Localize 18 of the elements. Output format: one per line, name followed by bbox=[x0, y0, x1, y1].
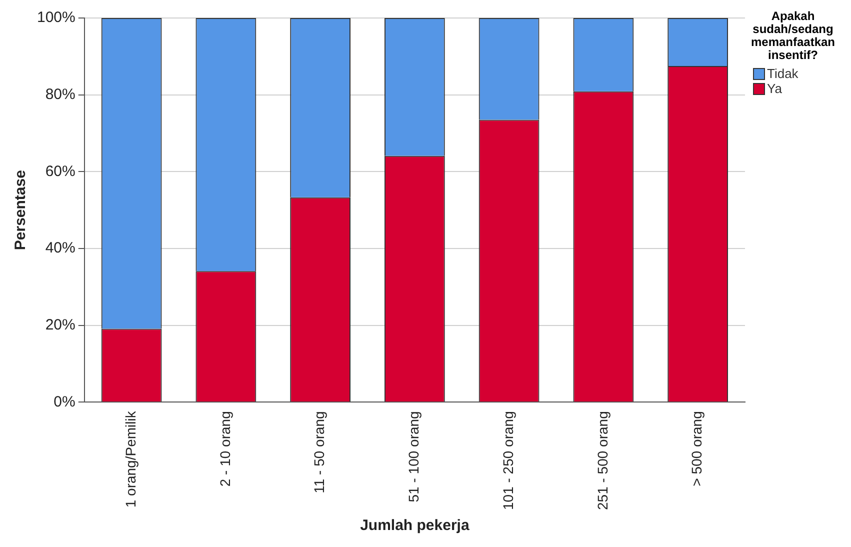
y-axis-title: Persentase bbox=[12, 170, 30, 250]
x-tick-label: 251 - 500 orang bbox=[594, 411, 610, 510]
y-tick-label: 80% bbox=[45, 86, 76, 103]
y-tick-label: 20% bbox=[45, 316, 76, 334]
x-tick-label: 11 - 50 orang bbox=[311, 411, 328, 494]
text: Ya bbox=[767, 81, 782, 96]
y-tick-label: 60% bbox=[45, 162, 76, 180]
legend-title: Apakah sudah/sedang memanfaatkan insentif? bbox=[750, 9, 836, 62]
x-tick-label: > 500 orang bbox=[688, 411, 705, 486]
legend-label: Tidak bbox=[767, 66, 798, 81]
x-tick-label: 2 - 10 orang bbox=[216, 411, 233, 487]
y-tick-label: 40% bbox=[45, 240, 76, 257]
x-tick-label: 51 - 100 orang bbox=[406, 411, 422, 502]
x-axis-title: Jumlah pekerja bbox=[360, 517, 470, 534]
y-tick-label: 0% bbox=[54, 393, 76, 410]
x-tick-label: 101 - 250 orang bbox=[500, 411, 516, 510]
y-tick-label: 100% bbox=[36, 9, 76, 26]
x-tick-label: 1 orang/Pemilik bbox=[122, 410, 138, 508]
